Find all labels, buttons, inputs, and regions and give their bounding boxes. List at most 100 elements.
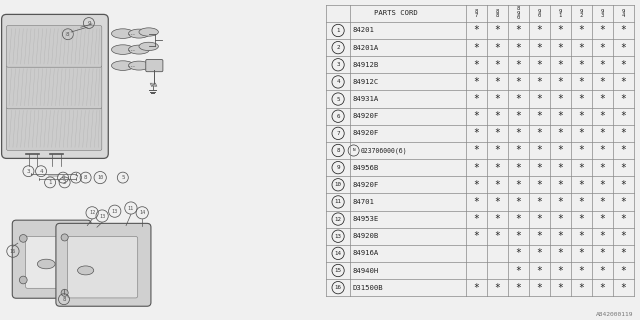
Text: 5: 5 xyxy=(121,175,125,180)
Text: N: N xyxy=(352,148,355,153)
Text: *: * xyxy=(599,128,605,138)
Text: *: * xyxy=(620,180,626,190)
Text: 84931A: 84931A xyxy=(353,96,379,102)
Text: *: * xyxy=(536,266,542,276)
Text: 84920F: 84920F xyxy=(353,182,379,188)
Text: *: * xyxy=(515,43,521,52)
Circle shape xyxy=(61,234,68,241)
Text: 10: 10 xyxy=(97,175,103,180)
Text: *: * xyxy=(515,128,521,138)
Text: *: * xyxy=(515,231,521,241)
Text: *: * xyxy=(536,43,542,52)
Text: *: * xyxy=(495,111,500,121)
Text: *: * xyxy=(495,163,500,173)
FancyBboxPatch shape xyxy=(6,107,102,150)
Text: *: * xyxy=(557,94,563,104)
Text: *: * xyxy=(599,214,605,224)
Text: *: * xyxy=(557,43,563,52)
Text: 11: 11 xyxy=(335,199,342,204)
Text: 9
1: 9 1 xyxy=(559,9,562,18)
Text: 84920B: 84920B xyxy=(353,233,379,239)
Text: *: * xyxy=(620,248,626,258)
Text: 84201A: 84201A xyxy=(353,44,379,51)
Text: 6: 6 xyxy=(61,175,65,180)
Text: *: * xyxy=(620,163,626,173)
Text: *: * xyxy=(599,283,605,293)
Text: 15: 15 xyxy=(335,268,342,273)
Text: 9
4: 9 4 xyxy=(621,9,625,18)
Text: *: * xyxy=(620,214,626,224)
Text: 8: 8 xyxy=(62,297,66,302)
Text: *: * xyxy=(474,146,479,156)
Text: *: * xyxy=(474,283,479,293)
Text: 16: 16 xyxy=(335,285,342,290)
Text: 5: 5 xyxy=(337,97,340,101)
Text: *: * xyxy=(557,26,563,36)
Text: *: * xyxy=(495,214,500,224)
Ellipse shape xyxy=(139,28,158,36)
Text: *: * xyxy=(536,146,542,156)
Text: *: * xyxy=(474,163,479,173)
Text: *: * xyxy=(474,128,479,138)
Text: 13: 13 xyxy=(99,213,105,219)
Text: *: * xyxy=(599,266,605,276)
Ellipse shape xyxy=(111,45,134,54)
Text: *: * xyxy=(474,77,479,87)
Text: *: * xyxy=(495,283,500,293)
Text: 8
7: 8 7 xyxy=(475,9,478,18)
Text: 84912B: 84912B xyxy=(353,62,379,68)
Text: 13: 13 xyxy=(111,209,118,214)
Text: 84701: 84701 xyxy=(353,199,374,205)
Text: *: * xyxy=(579,94,584,104)
Text: *: * xyxy=(515,146,521,156)
Text: 16: 16 xyxy=(10,249,16,254)
Text: 7: 7 xyxy=(74,175,77,180)
Text: 7: 7 xyxy=(337,131,340,136)
Text: *: * xyxy=(579,214,584,224)
Text: *: * xyxy=(557,197,563,207)
Text: *: * xyxy=(620,94,626,104)
Text: *: * xyxy=(474,43,479,52)
Text: *: * xyxy=(515,214,521,224)
Text: *: * xyxy=(579,180,584,190)
Text: *: * xyxy=(620,128,626,138)
Text: 84940H: 84940H xyxy=(353,268,379,274)
Text: *: * xyxy=(557,231,563,241)
Text: *: * xyxy=(536,248,542,258)
Text: *: * xyxy=(536,26,542,36)
FancyBboxPatch shape xyxy=(2,14,108,158)
Text: PARTS CORD: PARTS CORD xyxy=(374,10,418,16)
Text: *: * xyxy=(620,231,626,241)
Text: 6: 6 xyxy=(337,114,340,119)
Text: *: * xyxy=(536,94,542,104)
Text: *: * xyxy=(599,248,605,258)
Text: 11: 11 xyxy=(128,205,134,211)
Text: *: * xyxy=(579,266,584,276)
Circle shape xyxy=(19,276,27,284)
Text: *: * xyxy=(495,197,500,207)
Text: *: * xyxy=(495,77,500,87)
Text: *: * xyxy=(557,266,563,276)
Text: *: * xyxy=(620,266,626,276)
Text: *: * xyxy=(599,60,605,70)
Text: 84953E: 84953E xyxy=(353,216,379,222)
Text: *: * xyxy=(557,180,563,190)
Text: 8: 8 xyxy=(66,32,70,37)
Text: *: * xyxy=(536,163,542,173)
Text: *: * xyxy=(536,231,542,241)
FancyBboxPatch shape xyxy=(26,236,75,288)
Text: *: * xyxy=(515,60,521,70)
FancyBboxPatch shape xyxy=(146,60,163,72)
Text: *: * xyxy=(495,94,500,104)
Text: *: * xyxy=(515,283,521,293)
FancyBboxPatch shape xyxy=(68,236,138,298)
Text: *: * xyxy=(620,197,626,207)
Text: *: * xyxy=(474,60,479,70)
Circle shape xyxy=(61,289,68,296)
Text: 3: 3 xyxy=(337,62,340,67)
FancyBboxPatch shape xyxy=(6,26,102,67)
Text: *: * xyxy=(579,163,584,173)
Text: *: * xyxy=(620,283,626,293)
Text: *: * xyxy=(620,26,626,36)
Text: *: * xyxy=(620,43,626,52)
